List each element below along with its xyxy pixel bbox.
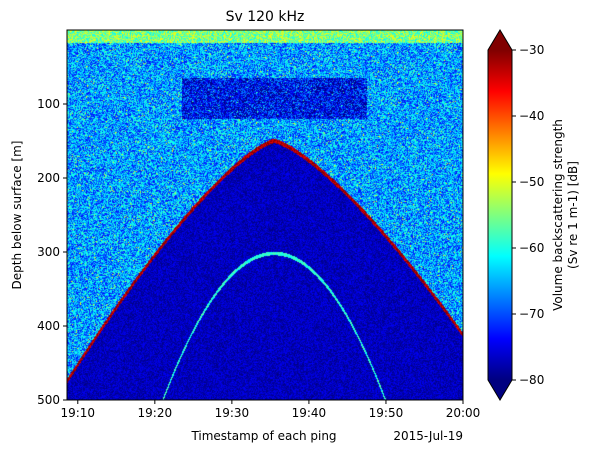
x-tick-label: 19:30 xyxy=(215,406,250,420)
y-tick-label: 300 xyxy=(37,245,60,259)
colorbar-extend-top xyxy=(488,30,512,50)
chart-title: Sv 120 kHz xyxy=(226,9,305,25)
colorbar-ticks: −30 −40 −50 −60 −70 −80 xyxy=(512,43,544,387)
colorbar-tick-label: −60 xyxy=(519,241,544,255)
x-tick-label: 19:20 xyxy=(138,406,173,420)
x-tick-label: 20:00 xyxy=(446,406,481,420)
x-offset-label: 2015-Jul-19 xyxy=(393,429,463,443)
colorbar-label-line2: (Sv re 1 m-1) [dB] xyxy=(566,161,580,269)
x-axis-label: Timestamp of each ping xyxy=(190,429,336,443)
x-axis: 19:10 19:20 19:30 19:40 19:50 20:00 xyxy=(60,400,480,420)
echogram xyxy=(66,29,464,401)
colorbar-tick-label: −50 xyxy=(519,175,544,189)
colorbar-label-line1: Volume backscattering strength xyxy=(551,119,565,311)
y-tick-label: 200 xyxy=(37,171,60,185)
y-tick-label: 100 xyxy=(37,97,60,111)
echogram-canvas xyxy=(67,30,463,400)
colorbar-tick-label: −40 xyxy=(519,109,544,123)
x-tick-label: 19:40 xyxy=(292,406,327,420)
y-axis: 100 200 300 400 500 xyxy=(37,97,67,407)
y-tick-label: 400 xyxy=(37,319,60,333)
plot-frame xyxy=(66,29,464,401)
colorbar-tick-label: −80 xyxy=(519,373,544,387)
y-tick-label: 500 xyxy=(37,393,60,407)
colorbar-tick-label: −70 xyxy=(519,307,544,321)
colorbar-tick-label: −30 xyxy=(519,43,544,57)
y-axis-label: Depth below surface [m] xyxy=(10,141,24,290)
x-tick-label: 19:10 xyxy=(60,406,95,420)
colorbar: −30 −40 −50 −60 −70 −80 Volume backscattering… xyxy=(487,29,580,401)
colorbar-extend-bottom xyxy=(488,380,512,400)
x-tick-label: 19:50 xyxy=(369,406,404,420)
colorbar-gradient xyxy=(488,50,512,380)
